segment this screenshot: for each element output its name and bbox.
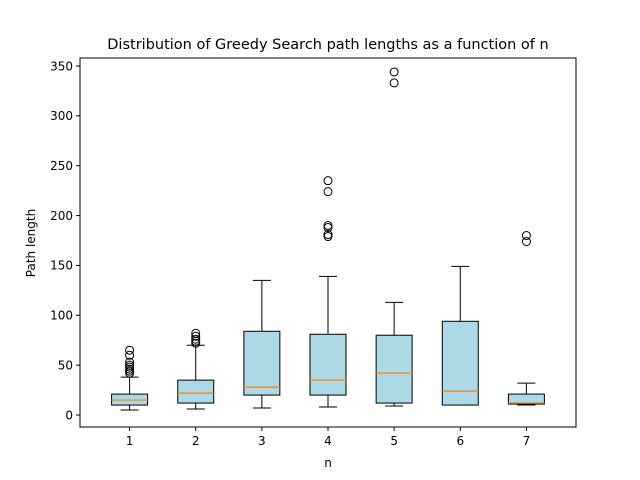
- y-tick-label: 0: [65, 408, 73, 422]
- y-tick-label: 100: [50, 309, 73, 323]
- box-group-3: [243, 279, 281, 409]
- outlier-point: [521, 237, 531, 247]
- iqr-box: [507, 393, 545, 405]
- outlier-point: [191, 331, 201, 341]
- outlier-point: [323, 232, 333, 242]
- y-axis-label: Path length: [24, 209, 38, 277]
- iqr-box: [375, 334, 413, 404]
- iqr-box: [441, 320, 479, 406]
- outlier-point: [323, 176, 333, 186]
- iqr-box: [243, 330, 281, 396]
- outlier-point: [191, 328, 201, 338]
- outlier-point: [323, 221, 333, 231]
- x-tick-label: 5: [390, 434, 398, 448]
- box-group-5: [375, 67, 413, 407]
- x-tick-label: 7: [523, 434, 531, 448]
- y-tick-label: 150: [50, 259, 73, 273]
- box-group-6: [441, 265, 479, 406]
- outlier-point: [125, 357, 135, 367]
- box-group-2: [177, 328, 215, 410]
- outlier-point: [521, 231, 531, 241]
- y-tick-label: 50: [58, 358, 73, 372]
- x-tick-label: 4: [324, 434, 332, 448]
- outlier-point: [191, 334, 201, 344]
- outlier-point: [389, 67, 399, 77]
- outlier-point: [389, 78, 399, 88]
- outlier-point: [323, 230, 333, 240]
- outlier-point: [125, 350, 135, 360]
- box-group-1: [111, 345, 149, 411]
- x-axis-label: n: [324, 456, 332, 470]
- plot-area: [111, 67, 545, 411]
- y-tick-label: 250: [50, 159, 73, 173]
- plot-frame: [79, 57, 577, 428]
- x-tick-label: 3: [258, 434, 266, 448]
- iqr-box: [177, 379, 215, 404]
- y-tick-label: 350: [50, 59, 73, 73]
- x-tick-label: 1: [126, 434, 134, 448]
- outlier-point: [323, 187, 333, 197]
- box-group-7: [507, 231, 545, 406]
- y-tick-label: 300: [50, 109, 73, 123]
- y-tick-label: 200: [50, 209, 73, 223]
- iqr-box: [309, 333, 347, 396]
- x-axis: 1 2 3 4 5 6 7: [126, 427, 530, 448]
- y-axis: 0 50 100 150 200 250 300 350: [50, 59, 80, 422]
- outlier-point: [125, 345, 135, 355]
- outlier-point: [125, 360, 135, 370]
- x-tick-label: 6: [456, 434, 464, 448]
- x-tick-label: 2: [192, 434, 200, 448]
- chart-title: Distribution of Greedy Search path lengt…: [107, 37, 548, 53]
- box-group-4: [309, 176, 347, 408]
